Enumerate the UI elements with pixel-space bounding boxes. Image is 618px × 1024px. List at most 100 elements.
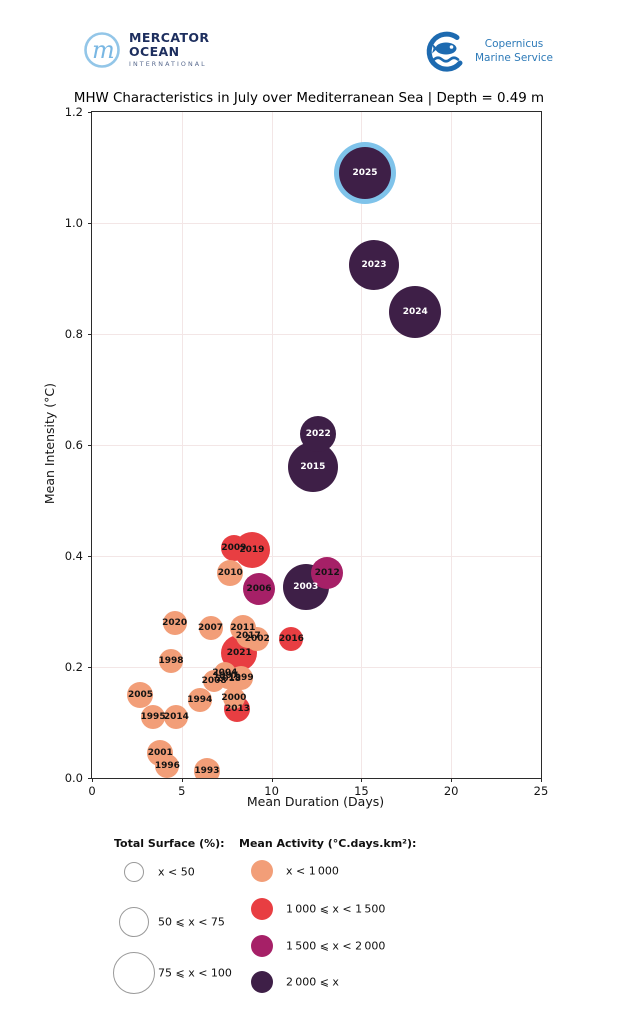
x-tick-25 bbox=[541, 778, 542, 782]
gridline-y-0.8 bbox=[92, 334, 541, 335]
y-tick-0 bbox=[88, 778, 92, 779]
bubble-2023 bbox=[348, 239, 399, 290]
color-legend-label: 1 500 ⩽ x < 2 000 bbox=[286, 939, 386, 953]
gridline-y-0.2 bbox=[92, 667, 541, 668]
bubble-label-2009: 2009 bbox=[221, 542, 247, 553]
color-legend-label: 2 000 ⩽ x bbox=[286, 975, 339, 989]
color-legend-heading: Mean Activity (°C.days.km²): bbox=[239, 837, 417, 850]
x-tick-15 bbox=[361, 778, 363, 782]
x-tick-label-10: 10 bbox=[264, 784, 279, 798]
x-tick-0 bbox=[92, 778, 93, 782]
bubble-2025 bbox=[338, 147, 391, 200]
mercator-ocean-logo: m MERCATOR OCEAN INTERNATIONAL bbox=[82, 27, 209, 71]
bubble-label-1997: 1997 bbox=[213, 671, 239, 682]
size-legend-label: 50 ⩽ x < 75 bbox=[158, 915, 225, 929]
bubble-2014 bbox=[164, 704, 189, 729]
y-tick-label-0: 0.0 bbox=[64, 771, 83, 785]
color-legend-dot-1500-2000 bbox=[251, 935, 273, 957]
x-tick-label-15: 15 bbox=[354, 784, 369, 798]
bubble-label-2014: 2014 bbox=[163, 711, 189, 722]
y-tick-1.2 bbox=[88, 112, 92, 113]
color-legend-dot-1000-1500 bbox=[251, 898, 273, 920]
copernicus-fish-icon bbox=[426, 31, 463, 72]
copernicus-wordmark: Copernicus Marine Service bbox=[475, 38, 553, 65]
bubble-2022 bbox=[300, 415, 337, 452]
bubble-label-2022: 2022 bbox=[305, 428, 331, 439]
chart-title: MHW Characteristics in July over Mediter… bbox=[73, 91, 545, 106]
y-tick-0.2 bbox=[88, 667, 92, 668]
mercator-line1: MERCATOR bbox=[129, 29, 210, 45]
y-tick-label-0.6: 0.6 bbox=[64, 438, 83, 452]
y-tick-1 bbox=[88, 223, 92, 224]
bubble-label-2019: 2019 bbox=[239, 545, 265, 556]
bubble-label-2011: 2011 bbox=[230, 623, 256, 634]
bubble-label-2021: 2021 bbox=[226, 648, 252, 659]
x-tick-label-5: 5 bbox=[178, 784, 186, 798]
size-legend-label: 75 ⩽ x < 100 bbox=[158, 966, 232, 980]
bubble-label-2008: 2008 bbox=[201, 675, 227, 686]
svg-text:m: m bbox=[92, 36, 115, 64]
bubble-2017 bbox=[236, 624, 261, 649]
x-tick-5 bbox=[181, 778, 183, 782]
bubble-label-2025: 2025 bbox=[352, 168, 378, 179]
color-legend-dot-ge2000 bbox=[251, 971, 273, 993]
y-tick-0.8 bbox=[88, 334, 92, 335]
bubble-2010 bbox=[217, 559, 244, 586]
y-tick-label-0.4: 0.4 bbox=[64, 549, 83, 563]
bubble-label-1995: 1995 bbox=[140, 711, 166, 722]
bubble-label-2015: 2015 bbox=[300, 462, 326, 473]
x-axis-title: Mean Duration (Days) bbox=[246, 794, 385, 809]
bubble-label-2013: 2013 bbox=[224, 703, 250, 714]
bubble-2000 bbox=[222, 686, 245, 709]
mercator-line3: INTERNATIONAL bbox=[129, 60, 207, 68]
bubble-1996 bbox=[155, 753, 180, 778]
size-legend-circle-large bbox=[113, 952, 155, 994]
bubble-label-2016: 2016 bbox=[278, 634, 304, 645]
bubble-label-2007: 2007 bbox=[198, 623, 224, 634]
bubble-2018 bbox=[218, 669, 239, 690]
copernicus-line2: Marine Service bbox=[475, 52, 553, 64]
y-tick-0.6 bbox=[88, 445, 92, 446]
size-legend-heading: Total Surface (%): bbox=[114, 837, 225, 850]
x-tick-10 bbox=[271, 778, 273, 782]
bubble-label-2003: 2003 bbox=[293, 581, 319, 592]
plot-area: 1993 1994 1995 1996 1997 1998 1999 2000 2001 2002… bbox=[65, 105, 549, 798]
mercator-wordmark: MERCATOR OCEAN INTERNATIONAL bbox=[129, 29, 210, 68]
bubble-label-2017: 2017 bbox=[235, 631, 261, 642]
bubble-layer: 1993 1994 1995 1996 1997 1998 1999 2000 2001 2002… bbox=[92, 112, 541, 778]
y-tick-0.4 bbox=[88, 556, 92, 557]
size-legend-circle-small bbox=[124, 862, 144, 882]
bubble-1998 bbox=[159, 649, 184, 674]
bubble-2020 bbox=[162, 610, 187, 635]
bubble-label-1998: 1998 bbox=[158, 656, 184, 667]
bubble-label-2000: 2000 bbox=[221, 692, 247, 703]
bubble-label-1999: 1999 bbox=[228, 673, 254, 684]
mercator-line2: OCEAN bbox=[129, 43, 180, 59]
size-legend-circle-medium bbox=[119, 907, 149, 937]
copernicus-line1: Copernicus bbox=[484, 38, 544, 51]
bubble-label-2018: 2018 bbox=[215, 674, 242, 685]
bubble-label-2023: 2023 bbox=[361, 259, 387, 270]
color-legend-label: 1 000 ⩽ x < 1 500 bbox=[286, 902, 386, 916]
y-axis-title: Mean Intensity (°C) bbox=[41, 383, 57, 505]
bubble-1993 bbox=[193, 757, 220, 778]
copernicus-marine-logo: Copernicus Marine Service bbox=[424, 30, 553, 74]
bubble-label-1996: 1996 bbox=[154, 760, 180, 771]
x-tick-label-25: 25 bbox=[533, 784, 549, 798]
bubble-2007 bbox=[198, 616, 223, 641]
bubble-label-1994: 1994 bbox=[187, 695, 213, 706]
x-tick-20 bbox=[451, 778, 453, 782]
color-legend-dot-lt1000 bbox=[251, 860, 273, 882]
y-tick-label-1.2: 1.2 bbox=[64, 105, 83, 119]
bubble-label-2006: 2006 bbox=[246, 584, 272, 595]
bubble-1994 bbox=[187, 688, 212, 713]
x-tick-label-20: 20 bbox=[443, 784, 459, 798]
bubble-1995 bbox=[141, 704, 166, 729]
mercator-monogram-icon: m bbox=[84, 32, 120, 68]
bubble-label-2010: 2010 bbox=[217, 567, 243, 578]
y-tick-label-0.2: 0.2 bbox=[64, 660, 83, 674]
bubble-2016 bbox=[279, 627, 304, 652]
bubble-2009 bbox=[220, 534, 247, 561]
bubble-label-2001: 2001 bbox=[147, 748, 173, 759]
